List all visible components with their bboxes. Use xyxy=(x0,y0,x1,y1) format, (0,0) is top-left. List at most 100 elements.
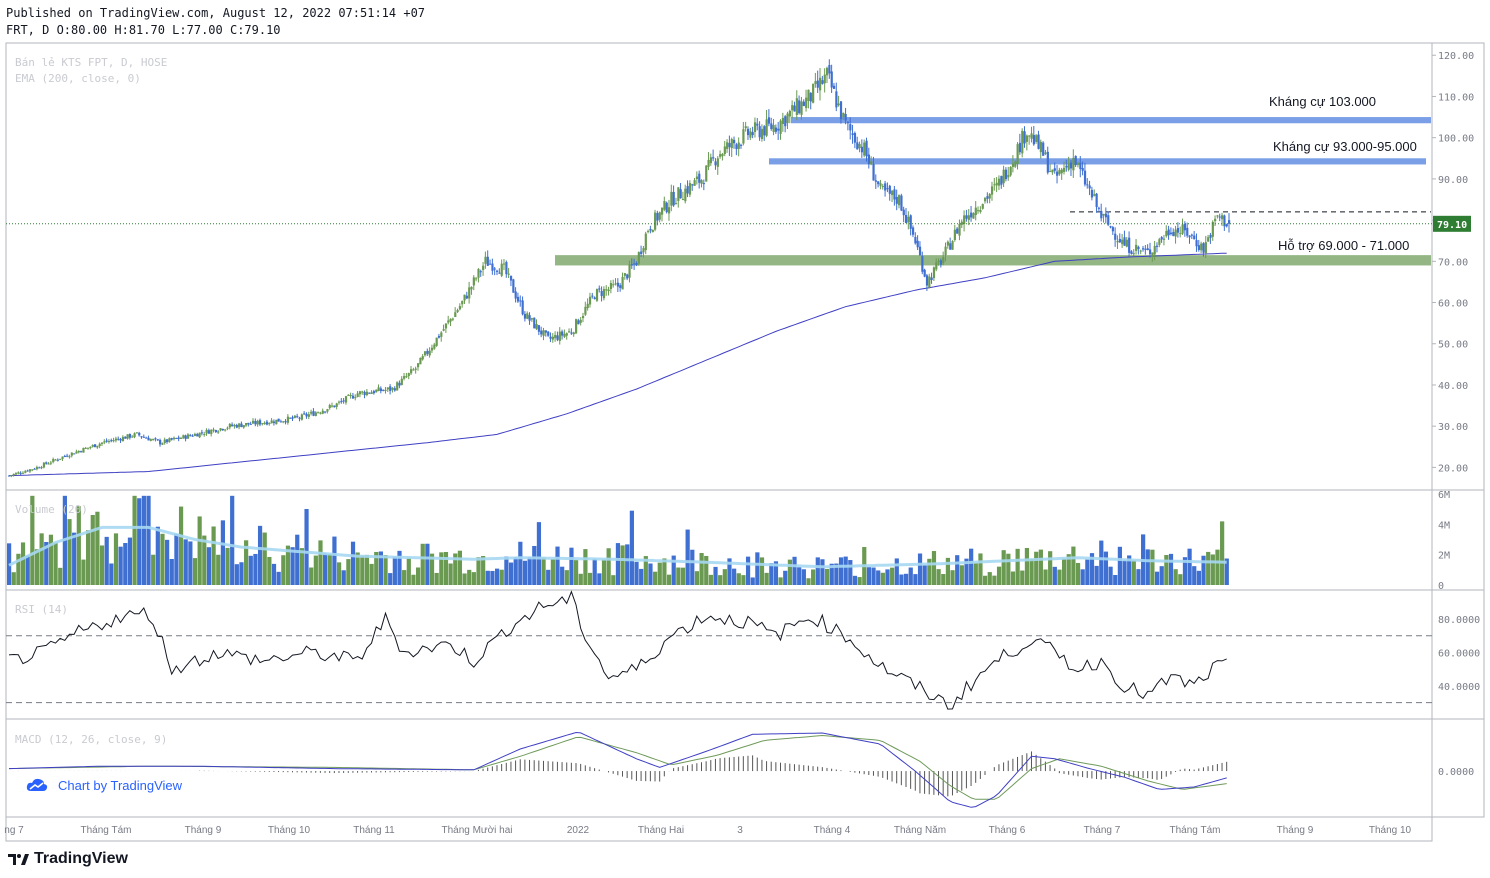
rsi-legend: RSI (14) xyxy=(15,603,68,616)
volume-bar xyxy=(736,573,741,585)
candle-body xyxy=(433,344,436,349)
macd-pane[interactable] xyxy=(5,718,1433,818)
candle-body xyxy=(877,181,880,185)
candle-body xyxy=(224,429,227,431)
volume-bar xyxy=(415,567,421,585)
candle-body xyxy=(609,283,613,290)
candle-body xyxy=(226,427,229,429)
volume-bar xyxy=(699,553,704,585)
volume-bar xyxy=(1145,549,1150,585)
volume-bar xyxy=(606,548,611,585)
candle-body xyxy=(1044,152,1047,154)
candle-body xyxy=(842,112,845,118)
candle-body xyxy=(217,431,220,433)
macd-axis: 0.0000 xyxy=(1438,767,1474,778)
volume-bar xyxy=(350,541,356,585)
candle-body xyxy=(988,194,991,199)
volume-bar xyxy=(457,550,463,585)
volume-bar xyxy=(1210,554,1215,585)
volume-bar xyxy=(20,542,26,585)
candle-body xyxy=(389,386,392,391)
candle-body xyxy=(519,300,522,302)
candle-body xyxy=(100,442,104,444)
volume-bar xyxy=(871,567,876,585)
volume-bar xyxy=(309,567,314,585)
volume-bar xyxy=(58,567,63,585)
candle-body xyxy=(746,128,750,136)
candle-body xyxy=(1144,248,1147,250)
volume-bar xyxy=(165,539,170,585)
candle-body xyxy=(370,392,373,394)
candle-body xyxy=(1023,131,1026,144)
candle-body xyxy=(914,237,917,244)
candle-body xyxy=(82,447,85,453)
candle-body xyxy=(33,468,36,470)
candle-body xyxy=(663,200,666,210)
volume-bar xyxy=(759,557,765,585)
candle-body xyxy=(245,422,248,426)
candle-body xyxy=(807,89,810,101)
volume-bar xyxy=(402,570,407,585)
candle-body xyxy=(482,265,485,270)
volume-bar xyxy=(685,529,690,585)
tradingview-footer[interactable]: TradingView xyxy=(8,850,128,868)
candle-body xyxy=(1111,227,1115,232)
candle-body xyxy=(1102,214,1105,216)
candle-body xyxy=(1032,134,1035,145)
candle-body xyxy=(1074,155,1077,166)
rsi-pane[interactable] xyxy=(5,589,1433,720)
candle-body xyxy=(407,373,410,377)
candle-body xyxy=(918,246,922,256)
candle-body xyxy=(386,387,389,390)
volume-bar xyxy=(499,569,504,585)
candle-body xyxy=(145,437,148,439)
candle-body xyxy=(853,132,857,143)
candle-body xyxy=(923,269,926,277)
candle-body xyxy=(456,310,459,313)
volume-bar xyxy=(829,563,834,585)
candle-body xyxy=(530,318,534,320)
candle-body xyxy=(984,198,987,202)
candle-body xyxy=(619,285,622,288)
volume-bar xyxy=(778,577,783,585)
candle-body xyxy=(1146,248,1149,251)
time-axis-frame[interactable] xyxy=(5,816,1433,842)
candle-body xyxy=(268,422,271,424)
candle-body xyxy=(1081,168,1084,171)
volume-bar xyxy=(95,511,100,585)
volume-bar xyxy=(323,553,328,585)
candle-body xyxy=(595,289,599,301)
price-tick-label: 30.00 xyxy=(1438,422,1468,433)
volume-bar xyxy=(592,558,597,585)
volume-bar xyxy=(1108,566,1113,585)
candle-body xyxy=(814,81,817,85)
volume-bar xyxy=(504,556,509,585)
volume-bar xyxy=(109,563,114,585)
candle-body xyxy=(1100,210,1103,219)
volume-bar xyxy=(996,566,1002,585)
candle-body xyxy=(1188,235,1191,238)
candle-body xyxy=(423,351,427,356)
volume-bar xyxy=(485,570,490,585)
volume-bar xyxy=(495,568,500,585)
candle-body xyxy=(1090,189,1094,198)
candle-body xyxy=(68,456,71,458)
volume-bar xyxy=(304,508,309,585)
price-tick-label: 120.00 xyxy=(1438,51,1474,62)
chart-by-badge[interactable]: Chart by TradingView xyxy=(20,769,200,801)
candle-body xyxy=(177,437,180,439)
candle-body xyxy=(637,252,640,264)
candle-body xyxy=(537,325,541,332)
candle-body xyxy=(470,286,473,290)
candle-body xyxy=(454,312,457,318)
candle-body xyxy=(440,332,443,337)
volume-bar xyxy=(239,562,244,585)
candle-body xyxy=(563,333,566,337)
candle-body xyxy=(839,101,843,120)
candle-body xyxy=(426,350,429,354)
price-pane[interactable] xyxy=(5,42,1433,491)
volume-bar xyxy=(406,557,411,585)
candle-body xyxy=(1132,253,1135,255)
volume-bar xyxy=(225,547,230,585)
